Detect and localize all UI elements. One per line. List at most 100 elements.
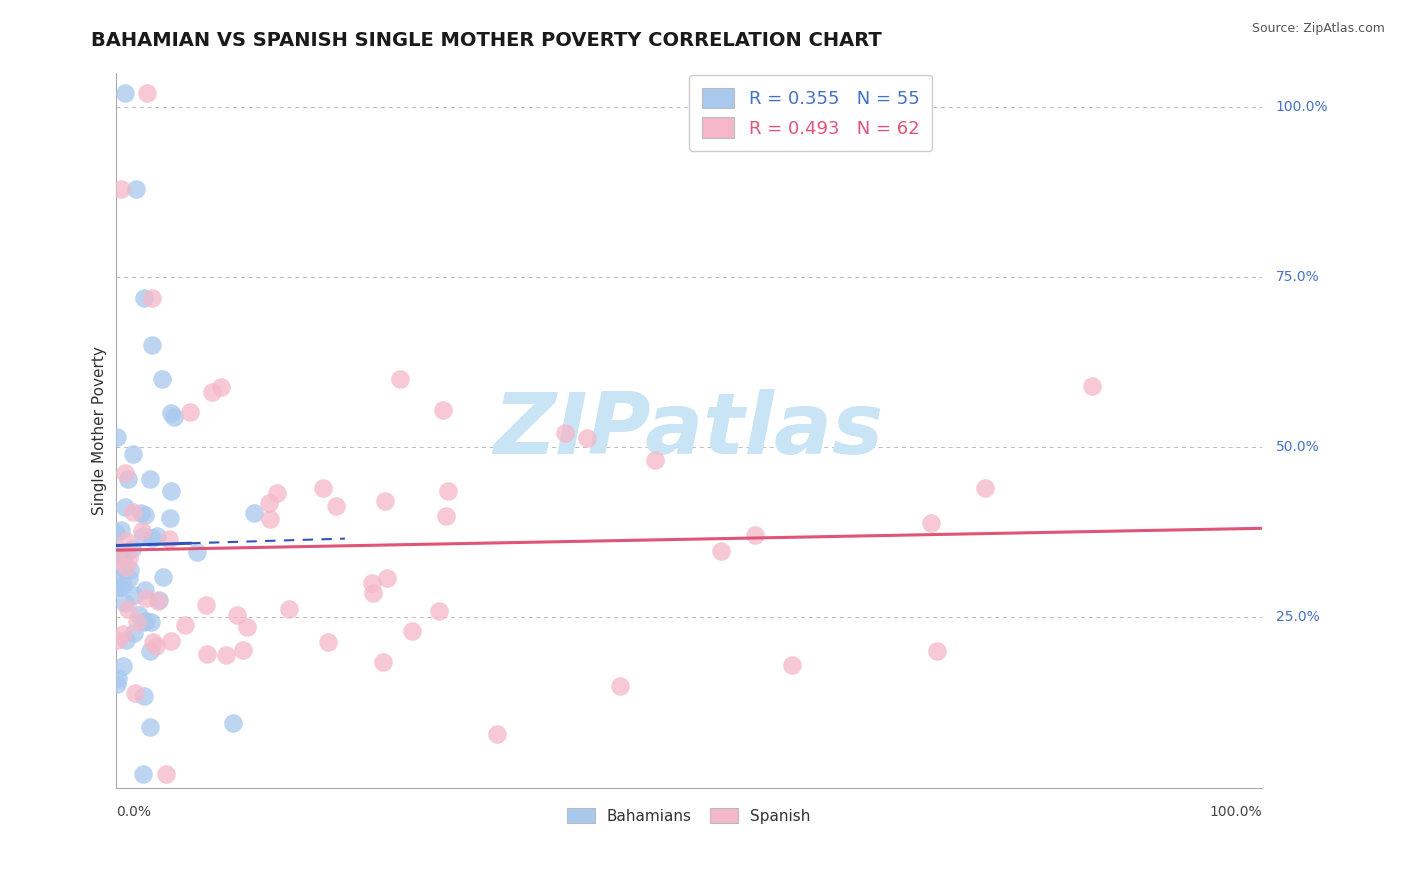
Point	[125, 615, 148, 629]
Point	[194, 598, 217, 612]
Point	[135, 87, 157, 101]
Text: BAHAMIAN VS SPANISH SINGLE MOTHER POVERTY CORRELATION CHART: BAHAMIAN VS SPANISH SINGLE MOTHER POVERT…	[91, 31, 882, 50]
Point	[159, 532, 181, 546]
Point	[195, 647, 218, 661]
Point	[105, 633, 128, 648]
Point	[141, 615, 163, 629]
Point	[243, 507, 266, 521]
Text: ZIPatlas: ZIPatlas	[494, 389, 884, 472]
Point	[114, 596, 136, 610]
Point	[226, 607, 249, 622]
Text: 75.0%: 75.0%	[1275, 270, 1320, 285]
Point	[371, 655, 394, 669]
Text: Source: ZipAtlas.com: Source: ZipAtlas.com	[1251, 22, 1385, 36]
Point	[159, 406, 181, 420]
Point	[105, 429, 128, 443]
Point	[186, 545, 208, 559]
Point	[146, 529, 169, 543]
Point	[112, 562, 135, 576]
Point	[110, 182, 132, 196]
Point	[179, 405, 201, 419]
Point	[209, 379, 232, 393]
Point	[114, 87, 136, 101]
Point	[436, 509, 458, 524]
Point	[124, 588, 146, 602]
Point	[135, 591, 157, 605]
Point	[159, 484, 181, 499]
Point	[257, 496, 280, 510]
Point	[125, 182, 148, 196]
Point	[120, 563, 142, 577]
Point	[124, 626, 146, 640]
Point	[361, 585, 384, 599]
Point	[112, 547, 135, 561]
Text: 100.0%: 100.0%	[1209, 805, 1263, 820]
Point	[131, 524, 153, 538]
Point	[122, 447, 145, 461]
Point	[389, 372, 412, 386]
Point	[114, 500, 136, 514]
Text: 50.0%: 50.0%	[1275, 441, 1320, 454]
Point	[554, 425, 576, 440]
Point	[132, 529, 155, 543]
Point	[112, 549, 135, 564]
Point	[432, 403, 454, 417]
Point	[221, 715, 243, 730]
Point	[974, 481, 997, 495]
Text: 100.0%: 100.0%	[1275, 100, 1329, 114]
Point	[709, 544, 731, 558]
Point	[141, 531, 163, 545]
Point	[110, 523, 132, 537]
Point	[232, 643, 254, 657]
Point	[111, 627, 134, 641]
Point	[163, 409, 186, 424]
Y-axis label: Single Mother Poverty: Single Mother Poverty	[93, 346, 107, 515]
Point	[148, 593, 170, 607]
Point	[141, 291, 163, 305]
Point	[128, 607, 150, 622]
Point	[105, 581, 128, 595]
Point	[644, 453, 666, 467]
Point	[105, 553, 128, 567]
Point	[486, 727, 509, 741]
Point	[374, 494, 396, 508]
Point	[312, 481, 335, 495]
Point	[576, 431, 599, 445]
Point	[134, 615, 156, 629]
Point	[135, 614, 157, 628]
Point	[1081, 379, 1104, 393]
Point	[111, 548, 134, 562]
Point	[132, 689, 155, 703]
Point	[150, 372, 173, 386]
Point	[159, 511, 181, 525]
Point	[129, 506, 152, 520]
Point	[152, 570, 174, 584]
Text: 25.0%: 25.0%	[1275, 610, 1320, 624]
Point	[325, 500, 347, 514]
Point	[118, 550, 141, 565]
Point	[266, 486, 288, 500]
Point	[104, 526, 127, 541]
Point	[105, 677, 128, 691]
Point	[146, 593, 169, 607]
Point	[139, 720, 162, 734]
Point	[782, 658, 804, 673]
Point	[118, 571, 141, 585]
Point	[107, 671, 129, 685]
Point	[139, 644, 162, 658]
Point	[139, 472, 162, 486]
Point	[122, 505, 145, 519]
Point	[318, 634, 340, 648]
Point	[235, 620, 257, 634]
Point	[744, 528, 766, 542]
Point	[215, 648, 238, 662]
Point	[111, 578, 134, 592]
Point	[361, 576, 384, 591]
Point	[160, 634, 183, 648]
Point	[437, 484, 460, 499]
Point	[114, 466, 136, 480]
Point	[920, 516, 942, 531]
Point	[115, 560, 138, 574]
Point	[108, 580, 131, 594]
Point	[278, 602, 301, 616]
